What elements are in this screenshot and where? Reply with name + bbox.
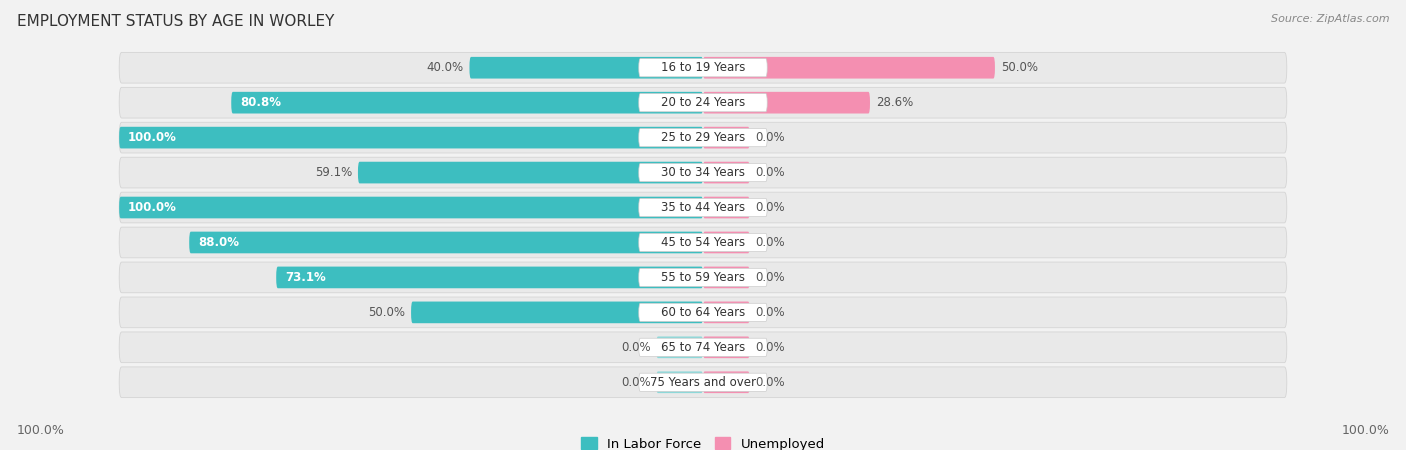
Text: 0.0%: 0.0% xyxy=(755,271,785,284)
FancyBboxPatch shape xyxy=(359,162,703,184)
FancyBboxPatch shape xyxy=(120,192,1286,223)
FancyBboxPatch shape xyxy=(470,57,703,79)
Text: 35 to 44 Years: 35 to 44 Years xyxy=(661,201,745,214)
FancyBboxPatch shape xyxy=(638,303,768,321)
Text: EMPLOYMENT STATUS BY AGE IN WORLEY: EMPLOYMENT STATUS BY AGE IN WORLEY xyxy=(17,14,335,28)
Text: 55 to 59 Years: 55 to 59 Years xyxy=(661,271,745,284)
FancyBboxPatch shape xyxy=(703,302,749,323)
FancyBboxPatch shape xyxy=(703,371,749,393)
Text: 100.0%: 100.0% xyxy=(128,201,177,214)
FancyBboxPatch shape xyxy=(703,127,749,148)
Text: 20 to 24 Years: 20 to 24 Years xyxy=(661,96,745,109)
Text: 16 to 19 Years: 16 to 19 Years xyxy=(661,61,745,74)
Text: 73.1%: 73.1% xyxy=(285,271,326,284)
FancyBboxPatch shape xyxy=(638,338,768,356)
FancyBboxPatch shape xyxy=(120,297,1286,328)
FancyBboxPatch shape xyxy=(276,266,703,288)
Text: 25 to 29 Years: 25 to 29 Years xyxy=(661,131,745,144)
Text: 0.0%: 0.0% xyxy=(755,236,785,249)
FancyBboxPatch shape xyxy=(190,232,703,253)
Text: 28.6%: 28.6% xyxy=(876,96,912,109)
FancyBboxPatch shape xyxy=(120,157,1286,188)
Text: 50.0%: 50.0% xyxy=(368,306,405,319)
Text: 100.0%: 100.0% xyxy=(128,131,177,144)
FancyBboxPatch shape xyxy=(703,162,749,184)
Text: 0.0%: 0.0% xyxy=(755,131,785,144)
FancyBboxPatch shape xyxy=(638,58,768,77)
Text: 0.0%: 0.0% xyxy=(755,376,785,389)
Text: 45 to 54 Years: 45 to 54 Years xyxy=(661,236,745,249)
Text: 0.0%: 0.0% xyxy=(755,166,785,179)
FancyBboxPatch shape xyxy=(657,337,703,358)
FancyBboxPatch shape xyxy=(120,227,1286,258)
FancyBboxPatch shape xyxy=(703,197,749,218)
Text: 50.0%: 50.0% xyxy=(1001,61,1038,74)
FancyBboxPatch shape xyxy=(120,52,1286,83)
Text: 100.0%: 100.0% xyxy=(17,423,65,436)
Text: 40.0%: 40.0% xyxy=(426,61,464,74)
FancyBboxPatch shape xyxy=(120,367,1286,398)
Text: 0.0%: 0.0% xyxy=(621,376,651,389)
FancyBboxPatch shape xyxy=(231,92,703,113)
FancyBboxPatch shape xyxy=(120,127,703,148)
Text: 88.0%: 88.0% xyxy=(198,236,239,249)
Text: 59.1%: 59.1% xyxy=(315,166,352,179)
FancyBboxPatch shape xyxy=(638,129,768,147)
FancyBboxPatch shape xyxy=(703,266,749,288)
FancyBboxPatch shape xyxy=(657,371,703,393)
FancyBboxPatch shape xyxy=(638,94,768,112)
FancyBboxPatch shape xyxy=(638,268,768,287)
Text: 60 to 64 Years: 60 to 64 Years xyxy=(661,306,745,319)
FancyBboxPatch shape xyxy=(638,373,768,392)
Legend: In Labor Force, Unemployed: In Labor Force, Unemployed xyxy=(575,432,831,450)
Text: 0.0%: 0.0% xyxy=(755,201,785,214)
Text: 0.0%: 0.0% xyxy=(755,341,785,354)
FancyBboxPatch shape xyxy=(411,302,703,323)
FancyBboxPatch shape xyxy=(638,163,768,182)
FancyBboxPatch shape xyxy=(120,332,1286,363)
FancyBboxPatch shape xyxy=(703,57,995,79)
Text: 75 Years and over: 75 Years and over xyxy=(650,376,756,389)
FancyBboxPatch shape xyxy=(703,232,749,253)
Text: 65 to 74 Years: 65 to 74 Years xyxy=(661,341,745,354)
Text: 100.0%: 100.0% xyxy=(1341,423,1389,436)
Text: 30 to 34 Years: 30 to 34 Years xyxy=(661,166,745,179)
Text: 80.8%: 80.8% xyxy=(240,96,281,109)
Text: 0.0%: 0.0% xyxy=(755,306,785,319)
FancyBboxPatch shape xyxy=(120,262,1286,293)
Text: 0.0%: 0.0% xyxy=(621,341,651,354)
FancyBboxPatch shape xyxy=(703,337,749,358)
Text: Source: ZipAtlas.com: Source: ZipAtlas.com xyxy=(1271,14,1389,23)
FancyBboxPatch shape xyxy=(120,87,1286,118)
FancyBboxPatch shape xyxy=(120,122,1286,153)
FancyBboxPatch shape xyxy=(120,197,703,218)
FancyBboxPatch shape xyxy=(703,92,870,113)
FancyBboxPatch shape xyxy=(638,198,768,216)
FancyBboxPatch shape xyxy=(638,234,768,252)
